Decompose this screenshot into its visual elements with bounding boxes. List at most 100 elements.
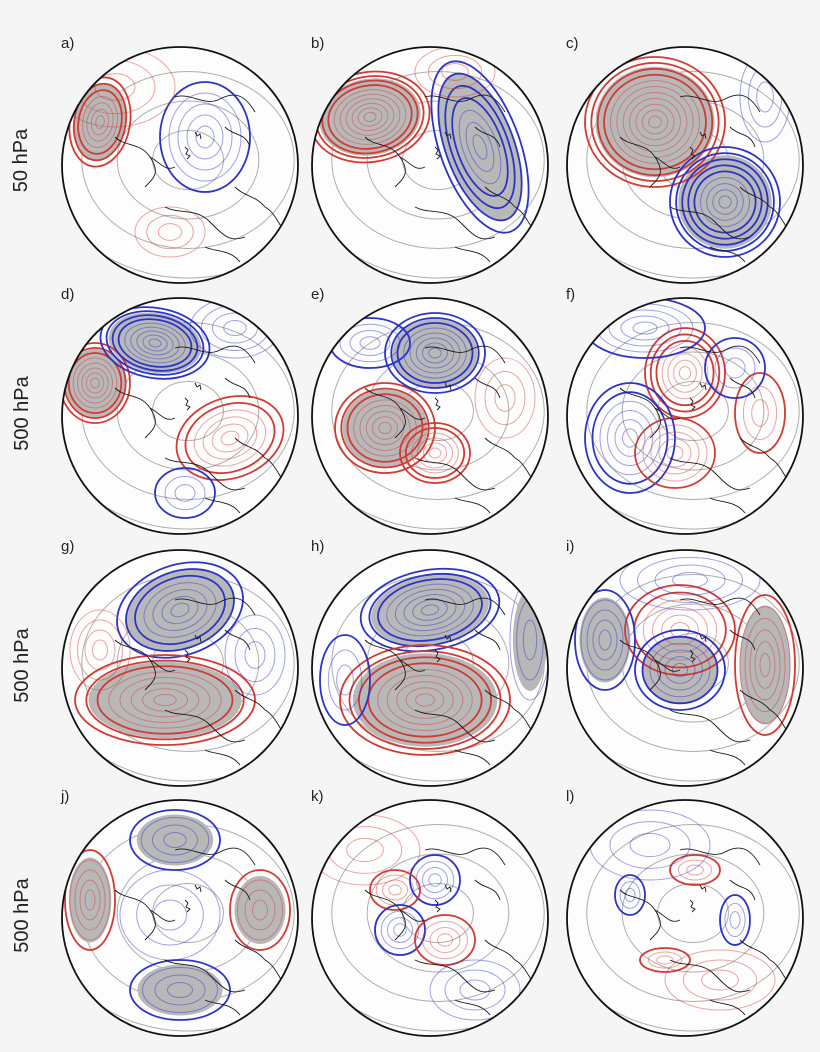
positive-anomaly-contour: [415, 693, 435, 707]
map-panel-k: k): [305, 788, 555, 1040]
positive-anomaly-contour: [96, 665, 234, 735]
positive-anomaly-contour: [74, 869, 106, 931]
negative-anomaly-contour: [170, 602, 190, 618]
negative-anomaly-contour: [380, 910, 420, 950]
negative-anomaly-contour: [374, 904, 426, 956]
positive-anomaly-contour: [211, 423, 249, 453]
negative-anomaly-contour: [718, 195, 732, 209]
positive-anomaly-contour: [634, 417, 716, 489]
zero-contour: [312, 298, 548, 530]
negative-anomaly-contour: [632, 321, 658, 335]
positive-anomaly-contour: [77, 89, 123, 155]
negative-anomaly-contour: [634, 629, 726, 711]
negative-anomaly-contour: [319, 634, 371, 726]
negative-anomaly-contour: [622, 428, 638, 448]
positive-anomaly-contour: [351, 102, 389, 132]
positive-anomaly-contour: [474, 357, 536, 439]
positive-anomaly-contour: [157, 223, 183, 241]
positive-anomaly-contour: [363, 111, 377, 123]
positive-anomaly-contour: [69, 859, 111, 941]
positive-anomaly-contour: [357, 656, 493, 744]
significance-shading: [579, 597, 631, 683]
positive-anomaly-contour: [130, 682, 200, 718]
positive-anomaly-contour: [92, 639, 108, 661]
negative-anomaly-contour: [234, 627, 276, 683]
map-panel-e: e): [305, 286, 555, 538]
negative-anomaly-contour: [607, 410, 653, 466]
positive-anomaly-contour: [629, 97, 681, 147]
map-panel-f: f): [560, 286, 810, 538]
negative-anomaly-contour: [724, 357, 746, 379]
positive-anomaly-contour: [701, 969, 739, 991]
negative-anomaly-contour: [687, 164, 763, 240]
zero-contour: [312, 47, 548, 279]
positive-anomaly-contour: [79, 879, 101, 921]
positive-anomaly-contour: [624, 584, 736, 676]
negative-anomaly-contour: [472, 134, 488, 160]
negative-anomaly-contour: [148, 338, 162, 348]
negative-anomaly-contour: [706, 183, 744, 221]
positive-anomaly-contour: [405, 687, 445, 713]
negative-anomaly-contour: [336, 664, 354, 696]
map-panel-h: h): [305, 538, 555, 790]
zero-contour: [402, 883, 474, 943]
positive-anomaly-contour: [596, 67, 714, 177]
positive-anomaly-contour: [427, 54, 483, 90]
negative-anomaly-contour: [420, 604, 440, 616]
positive-anomaly-contour: [372, 416, 398, 440]
negative-anomaly-contour: [672, 662, 688, 678]
negative-anomaly-contour: [142, 967, 218, 1013]
positive-anomaly-contour: [193, 409, 267, 467]
positive-anomaly-contour: [81, 367, 109, 399]
positive-anomaly-contour: [321, 79, 419, 155]
positive-anomaly-contour: [658, 438, 692, 468]
negative-anomaly-contour: [134, 574, 226, 646]
positive-anomaly-contour: [64, 849, 116, 951]
significance-shading: [74, 84, 126, 160]
positive-anomaly-contour: [647, 951, 683, 969]
map-border: [311, 799, 549, 1037]
zero-contour: [657, 381, 729, 441]
positive-anomaly-contour: [734, 372, 786, 454]
coastlines: [114, 345, 286, 514]
negative-anomaly-contour: [608, 309, 682, 347]
zero-contour: [152, 883, 224, 943]
positive-anomaly-contour: [378, 421, 392, 435]
zero-contour: [366, 853, 510, 973]
negative-anomaly-contour: [167, 982, 193, 998]
panel-letter: d): [61, 286, 75, 303]
positive-anomaly-contour: [759, 652, 771, 678]
negative-anomaly-contour: [657, 649, 703, 691]
positive-anomaly-contour: [603, 73, 707, 171]
negative-anomaly-contour: [387, 917, 413, 943]
negative-anomaly-contour: [458, 109, 502, 185]
positive-anomaly-contour: [404, 427, 466, 479]
positive-anomaly-contour: [327, 84, 413, 150]
zero-contour: [62, 800, 298, 1032]
panel-letter: h): [311, 538, 325, 555]
zero-contour: [567, 550, 803, 782]
positive-anomaly-contour: [650, 431, 700, 475]
negative-anomaly-contour: [614, 874, 646, 916]
negative-anomaly-contour: [168, 92, 242, 182]
positive-anomaly-contour: [749, 629, 781, 701]
positive-anomaly-contour: [90, 108, 110, 136]
significance-shading: [88, 661, 242, 739]
panel-letter: g): [61, 538, 75, 555]
negative-anomaly-contour: [161, 595, 199, 625]
map-border: [311, 549, 549, 787]
zero-contour: [586, 71, 800, 249]
negative-anomaly-contour: [396, 322, 474, 384]
zero-contour: [81, 71, 295, 249]
negative-anomaly-contour: [620, 315, 670, 341]
positive-anomaly-contour: [422, 920, 468, 960]
negative-anomaly-contour: [641, 635, 719, 705]
negative-anomaly-contour: [704, 337, 766, 399]
negative-anomaly-contour: [119, 869, 221, 961]
negative-anomaly-contour: [719, 894, 751, 946]
negative-anomaly-contour: [359, 336, 381, 350]
positive-anomaly-contour: [744, 617, 786, 713]
negative-anomaly-contour: [586, 609, 624, 671]
negative-anomaly-contour: [129, 959, 231, 1021]
negative-anomaly-contour: [459, 979, 491, 1001]
